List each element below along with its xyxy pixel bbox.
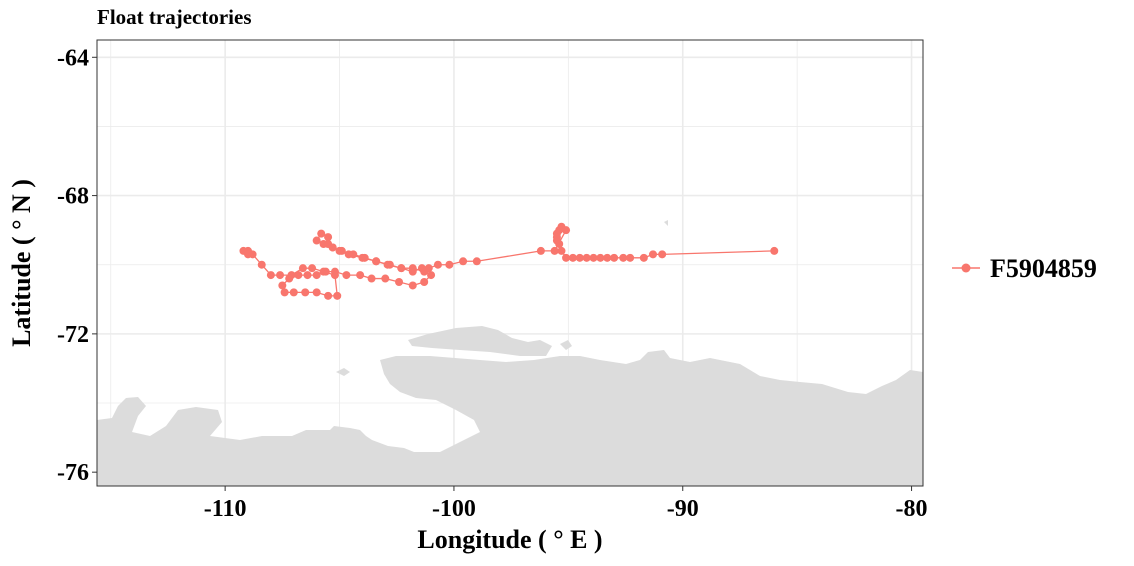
trajectory-point [626, 253, 635, 262]
trajectory [239, 222, 779, 300]
trajectory-point [408, 281, 417, 290]
trajectory-point [557, 246, 566, 255]
trajectory-point [395, 278, 404, 287]
trajectory-point [317, 229, 326, 238]
y-tick-label: -76 [57, 460, 89, 486]
trajectory-point [266, 271, 275, 280]
trajectory-point [298, 264, 307, 273]
land-island-small-3 [664, 220, 668, 226]
trajectory-point [472, 257, 481, 266]
antarctic-land [97, 220, 923, 486]
land-island-north [408, 326, 552, 356]
trajectory-point [312, 288, 321, 297]
y-tick-label: -64 [57, 45, 89, 71]
trajectory-point [278, 281, 287, 290]
land-island-small-2 [560, 340, 572, 350]
trajectory-point [575, 253, 584, 262]
trajectory-point [639, 253, 648, 262]
legend: F5904859 [952, 254, 1097, 283]
trajectory-point [289, 288, 298, 297]
trajectory-point [280, 288, 289, 297]
trajectory-point [257, 260, 266, 269]
legend-point-swatch [961, 263, 971, 273]
trajectory-point [433, 260, 442, 269]
axis-ticks: -110 -100 -90 -80 -64 -68 -72 -76 [57, 45, 928, 522]
panel-border [96, 39, 924, 487]
trajectory-point [356, 271, 365, 280]
trajectory-point [335, 246, 344, 255]
y-axis-title: Latitude ( ° N ) [7, 179, 36, 347]
trajectory-point [324, 291, 333, 300]
trajectory-point [294, 271, 303, 280]
trajectory-point [562, 253, 571, 262]
trajectory-point [344, 250, 353, 259]
trajectory-point [333, 291, 342, 300]
trajectory-point [459, 257, 468, 266]
trajectory-point [550, 246, 559, 255]
trajectory-point [658, 250, 667, 259]
y-tick-label: -72 [57, 322, 89, 348]
trajectory-point [582, 253, 591, 262]
trajectory-point [287, 271, 296, 280]
trajectory-point [562, 226, 571, 235]
land-mass-west [97, 397, 414, 486]
trajectory-point [408, 264, 417, 273]
trajectory-point [596, 253, 605, 262]
trajectory-point [312, 236, 321, 245]
trajectory-point [358, 253, 367, 262]
chart-title: Float trajectories [97, 5, 252, 29]
x-tick-label: -110 [204, 496, 247, 522]
trajectory-point [397, 264, 406, 273]
trajectory-point [308, 264, 317, 273]
x-tick-label: -80 [896, 496, 928, 522]
trajectory-point [649, 250, 658, 259]
trajectory-point [603, 253, 612, 262]
trajectory-point [420, 267, 429, 276]
trajectory-point [301, 288, 310, 297]
trajectory-point [420, 278, 429, 287]
trajectory-point [536, 246, 545, 255]
trajectory-point [324, 233, 333, 242]
trajectory-point [328, 243, 337, 252]
trajectory-point [372, 257, 381, 266]
trajectory-point [319, 267, 328, 276]
trajectory-point [385, 260, 394, 269]
x-tick-label: -100 [432, 496, 476, 522]
trajectory-point [568, 253, 577, 262]
legend-label: F5904859 [990, 254, 1097, 283]
x-tick-label: -90 [667, 496, 699, 522]
trajectory-point [427, 271, 436, 280]
trajectory-point [770, 246, 779, 255]
land-island-small-1 [336, 368, 350, 376]
trajectory-point [342, 271, 351, 280]
land-mass-central [380, 350, 923, 486]
trajectory-point [445, 260, 454, 269]
trajectory-point [589, 253, 598, 262]
trajectory-point [244, 250, 253, 259]
trajectory-point [312, 271, 321, 280]
plot-panel [96, 39, 924, 487]
trajectory-point [381, 274, 390, 283]
trajectory-point [367, 274, 376, 283]
x-axis-title: Longitude ( ° E ) [417, 525, 602, 554]
trajectory-point [276, 271, 285, 280]
trajectory-point [610, 253, 619, 262]
trajectory-point [303, 271, 312, 280]
y-tick-label: -68 [57, 184, 89, 210]
trajectory-point [330, 271, 339, 280]
trajectory-point [619, 253, 628, 262]
